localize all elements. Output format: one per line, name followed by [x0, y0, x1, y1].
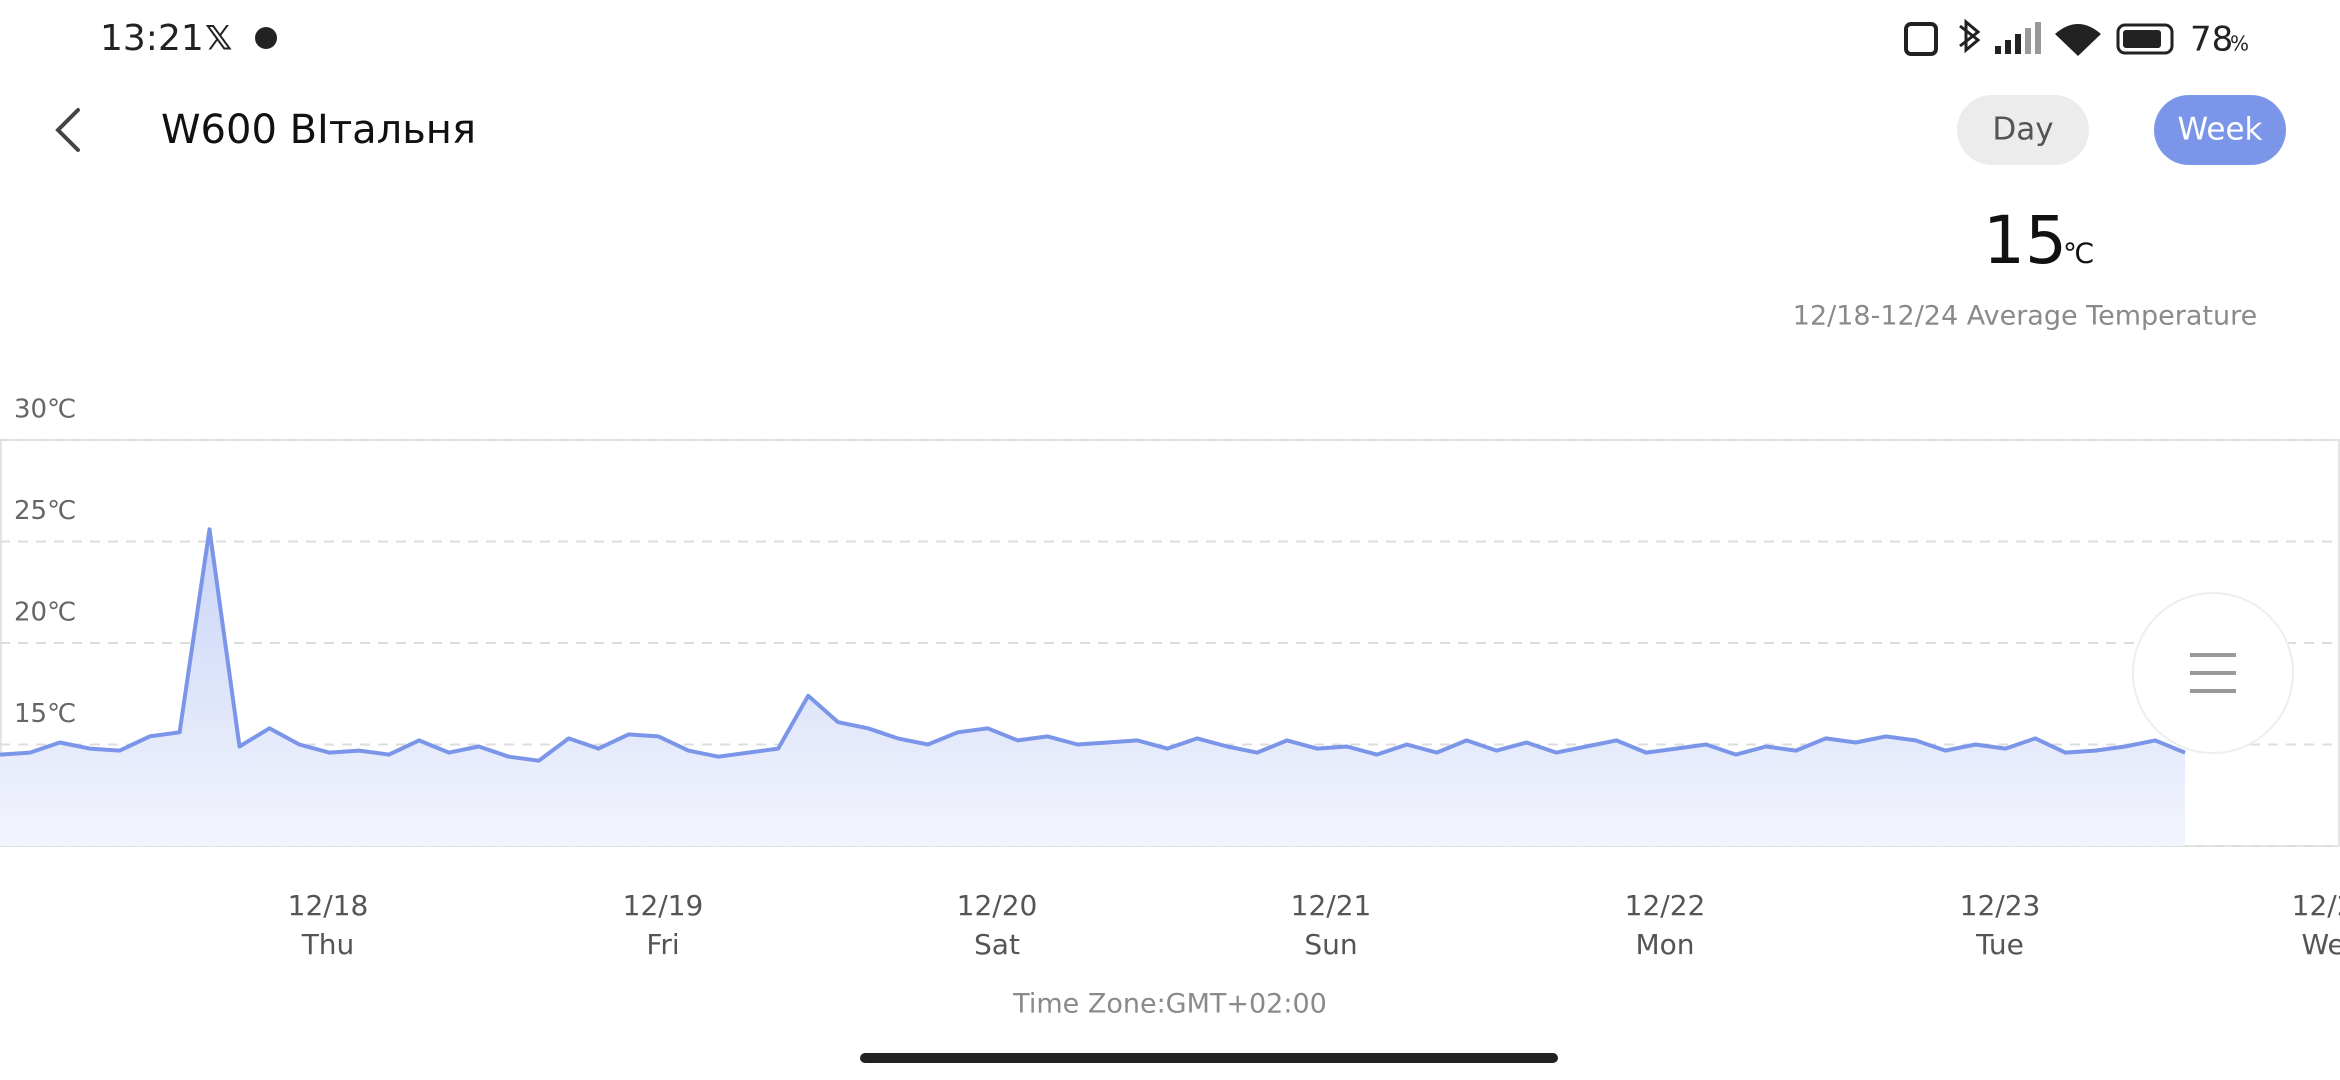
signal-icon: [1995, 22, 2041, 54]
x-tick-date: 12/19: [623, 889, 704, 922]
x-tick-weekday: Sat: [974, 928, 1020, 961]
y-tick-label: 15℃: [14, 699, 76, 729]
x-tick-weekday: Mon: [1635, 928, 1694, 961]
area: [0, 529, 2185, 846]
tab-button[interactable]: [1957, 95, 2089, 165]
summary-caption: 12/18-12/24 Average Temperature: [1793, 301, 2257, 332]
tabs: Day Week: [1957, 95, 2286, 165]
y-tick-label: 20℃: [14, 598, 76, 628]
page-title: W600 ВІтальня: [161, 107, 476, 153]
line: [0, 527, 2186, 763]
notification-icon: [255, 27, 277, 49]
battery-unit: %: [2230, 32, 2249, 56]
nfc-icon: [1904, 22, 1938, 56]
x-tick-date: 12/22: [1625, 889, 1706, 922]
battery-text: 78: [2190, 20, 2233, 60]
summary-value: 15: [1983, 202, 2067, 279]
battery-level: [2123, 30, 2161, 48]
x-tick-weekday: Tue: [1975, 928, 2024, 961]
tab-label: Day: [1992, 112, 2053, 148]
y-tick-label: 30℃: [14, 395, 76, 425]
menu-icon: [2190, 653, 2236, 693]
wifi-icon: [2055, 24, 2101, 56]
x-tick-weekday: Fri: [646, 928, 679, 961]
time-zone: Time Zone:GMT+02:00: [1012, 989, 1327, 1020]
summary-unit: ℃: [2063, 237, 2094, 270]
home-indicator: [860, 1053, 1558, 1063]
chart: 10℃15℃20℃25℃30℃12/18Thu12/19Fri12/20Sat1…: [0, 395, 2340, 961]
x-tick-date: 12/20: [957, 889, 1038, 922]
x-tick-weekday: Wed: [2301, 928, 2340, 961]
x-tick-date: 12/24: [2292, 889, 2340, 922]
back-button[interactable]: [55, 108, 80, 152]
status-time: 13:21: [100, 18, 204, 59]
y-tick-label: 25℃: [14, 496, 76, 526]
x-tick-date: 12/21: [1291, 889, 1372, 922]
x-tick-weekday: Sun: [1304, 928, 1357, 961]
x-icon: 𝕏: [205, 19, 232, 59]
battery-icon: [2116, 23, 2174, 55]
x-tick-date: 12/18: [288, 889, 369, 922]
tab-label: Week: [2178, 112, 2263, 148]
bluetooth-icon: [1959, 18, 1981, 54]
x-tick-weekday: Thu: [301, 928, 355, 961]
tab-button[interactable]: [2154, 95, 2286, 165]
x-tick-date: 12/23: [1960, 889, 2041, 922]
